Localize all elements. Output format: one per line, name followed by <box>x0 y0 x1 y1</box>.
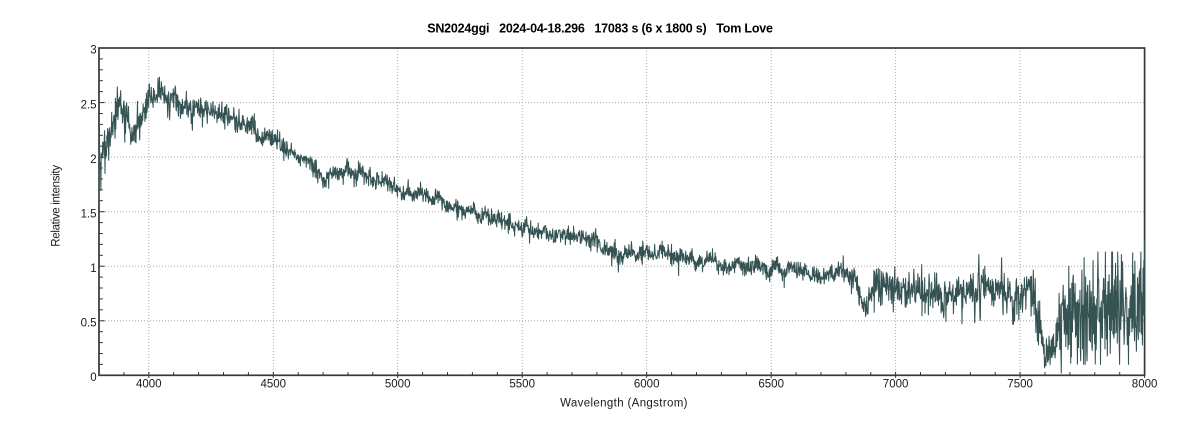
svg-text:5000: 5000 <box>385 378 411 390</box>
svg-text:2.5: 2.5 <box>81 99 97 111</box>
svg-text:7000: 7000 <box>883 378 909 390</box>
svg-text:5500: 5500 <box>509 378 535 390</box>
svg-text:Relative intensity: Relative intensity <box>51 165 63 247</box>
svg-text:SN2024ggi 2024-04-18.296 1: SN2024ggi 2024-04-18.296 17083 s (6 x 18… <box>427 22 773 36</box>
svg-text:0: 0 <box>90 372 96 384</box>
svg-text:Wavelength (Angstrom): Wavelength (Angstrom) <box>560 397 688 409</box>
svg-text:0.5: 0.5 <box>81 317 97 329</box>
svg-text:7500: 7500 <box>1007 378 1033 390</box>
svg-text:2: 2 <box>90 154 96 166</box>
svg-text:8000: 8000 <box>1132 378 1158 390</box>
svg-text:1.5: 1.5 <box>81 208 97 220</box>
svg-text:6000: 6000 <box>634 378 660 390</box>
svg-text:6500: 6500 <box>758 378 784 390</box>
svg-text:3: 3 <box>90 45 96 57</box>
svg-text:4000: 4000 <box>136 378 162 390</box>
svg-text:4500: 4500 <box>261 378 287 390</box>
svg-text:1: 1 <box>90 263 96 275</box>
